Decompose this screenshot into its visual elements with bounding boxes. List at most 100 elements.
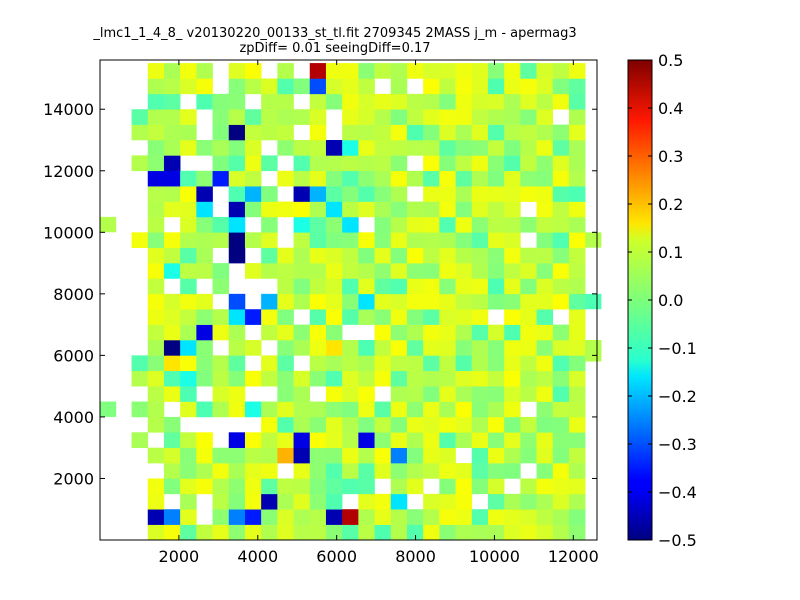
heatmap-cell — [471, 432, 489, 448]
heatmap-cell — [261, 247, 278, 264]
heatmap-cell — [309, 355, 327, 372]
heatmap-cell — [261, 293, 278, 310]
heatmap-cell — [261, 78, 278, 95]
heatmap-cell — [455, 78, 473, 95]
heatmap-cell — [439, 232, 456, 248]
heatmap-cell — [293, 109, 311, 125]
heatmap-cell — [504, 355, 521, 372]
heatmap-cell — [390, 155, 408, 172]
heatmap-cell — [309, 247, 327, 264]
heatmap-cell — [163, 201, 181, 218]
heatmap-cell — [228, 324, 246, 341]
heatmap-cell — [406, 370, 424, 387]
heatmap-cell — [390, 247, 408, 264]
heatmap-cell — [552, 247, 570, 264]
heatmap-cell — [309, 201, 327, 218]
heatmap-cell — [180, 170, 197, 187]
heatmap-cell — [342, 309, 359, 325]
heatmap-cell — [520, 340, 537, 356]
heatmap-cell — [293, 170, 311, 187]
heatmap-cell — [325, 232, 343, 248]
x-tick-label: 4000 — [237, 547, 278, 566]
heatmap-cell — [520, 386, 537, 402]
heatmap-cell — [471, 216, 489, 233]
heatmap-cell — [358, 463, 375, 479]
heatmap-cell — [439, 293, 456, 310]
heatmap-cell — [471, 324, 489, 341]
heatmap-cell — [439, 355, 456, 372]
heatmap-cell — [325, 263, 343, 279]
heatmap-cell — [520, 155, 537, 172]
heatmap-cell — [180, 509, 197, 525]
heatmap-cell — [293, 232, 311, 248]
heatmap-cell — [196, 309, 213, 325]
heatmap-cell — [342, 509, 359, 525]
heatmap-cell — [520, 263, 537, 279]
heatmap-cell — [180, 478, 197, 495]
heatmap-cell — [374, 493, 392, 510]
heatmap-cell — [471, 293, 489, 310]
heatmap-cell — [261, 155, 278, 172]
heatmap-cell — [455, 63, 473, 79]
heatmap-cell — [520, 293, 537, 310]
heatmap-cell — [293, 370, 311, 387]
heatmap-cell — [390, 309, 408, 325]
heatmap-cell — [163, 263, 181, 279]
heatmap-cell — [228, 170, 246, 187]
heatmap-cell — [439, 109, 456, 125]
heatmap-cell — [261, 416, 278, 433]
heatmap-cell — [536, 201, 554, 218]
heatmap-cell — [536, 416, 554, 433]
heatmap-cell — [504, 278, 521, 295]
heatmap-cell — [487, 93, 505, 110]
heatmap-cell — [471, 509, 489, 525]
heatmap-cell — [244, 463, 262, 479]
colorbar-tick-label: 0.4 — [658, 99, 683, 118]
heatmap-cell — [406, 309, 424, 325]
heatmap-cell — [212, 109, 230, 125]
heatmap-cell — [487, 524, 505, 541]
heatmap-cell — [358, 140, 375, 156]
heatmap-cell — [504, 232, 521, 248]
heatmap-cell — [358, 155, 375, 172]
heatmap-cell — [342, 201, 359, 218]
heatmap-cell — [358, 493, 375, 510]
heatmap-cell — [261, 309, 278, 325]
heatmap-cell — [439, 478, 456, 495]
heatmap-cell — [212, 263, 230, 279]
heatmap-cell — [212, 309, 230, 325]
heatmap-cell — [439, 432, 456, 448]
heatmap-cell — [374, 370, 392, 387]
heatmap-cell — [374, 509, 392, 525]
heatmap-cell — [504, 370, 521, 387]
heatmap-cell — [406, 401, 424, 418]
heatmap-cell — [196, 432, 213, 448]
heatmap-cell — [293, 416, 311, 433]
heatmap-cell — [423, 463, 440, 479]
heatmap-cell — [536, 524, 554, 541]
heatmap-cell — [423, 170, 440, 187]
heatmap-cell — [374, 155, 392, 172]
heatmap-cell — [536, 370, 554, 387]
heatmap-cell — [504, 447, 521, 464]
heatmap-cell — [423, 155, 440, 172]
heatmap-cell — [293, 247, 311, 264]
heatmap-cell — [196, 78, 213, 95]
heatmap-cell — [309, 93, 327, 110]
heatmap-cell — [342, 232, 359, 248]
heatmap-cell — [390, 524, 408, 541]
heatmap-cell — [293, 386, 311, 402]
heatmap-cell — [147, 247, 165, 264]
heatmap-cell — [390, 263, 408, 279]
heatmap-cell — [487, 216, 505, 233]
heatmap-cell — [504, 216, 521, 233]
heatmap-cell — [439, 324, 456, 341]
heatmap-cell — [568, 263, 586, 279]
heatmap-cell — [568, 78, 586, 95]
heatmap-cell — [131, 370, 149, 387]
heatmap-cell — [212, 401, 230, 418]
heatmap-cell — [439, 401, 456, 418]
heatmap-cell — [261, 216, 278, 233]
heatmap-cell — [406, 201, 424, 218]
heatmap-cell — [568, 447, 586, 464]
